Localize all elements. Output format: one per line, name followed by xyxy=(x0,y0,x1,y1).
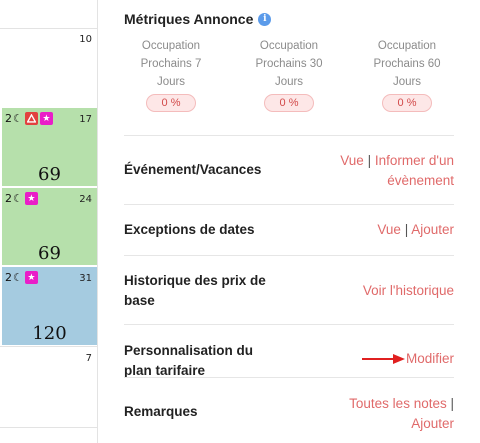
metric-label: Jours xyxy=(156,76,186,88)
metric-occupancy-7: Occupation Prochains 7 Jours 0 % xyxy=(121,37,221,112)
personalization-edit-link[interactable]: Modifier xyxy=(405,351,454,366)
metrics-title-text: Métriques Annonce xyxy=(124,11,254,27)
link-separator: | xyxy=(450,396,454,411)
calendar-day-cell[interactable]: 2 ☾ ★ 24 69 xyxy=(2,188,97,265)
metric-value-badge: 0 % xyxy=(146,94,196,112)
history-link[interactable]: Voir l'historique xyxy=(362,283,454,298)
metric-label: Occupation xyxy=(377,40,437,52)
metric-label: Occupation xyxy=(141,40,201,52)
history-label-line: Historique des prix de xyxy=(124,273,266,288)
day-price: 69 xyxy=(38,164,61,185)
calendar-divider xyxy=(0,346,98,347)
metric-label: Prochains 60 xyxy=(373,58,441,70)
history-label-line: base xyxy=(124,293,155,308)
divider xyxy=(124,204,454,205)
events-inform-link[interactable]: Informer d'un xyxy=(374,153,454,168)
calendar-column: 10 2 ☾ ★ 17 69 2 ☾ ★ 24 69 2 ☾ ★ 31 120 xyxy=(0,0,98,443)
calendar-day-cell[interactable]: 2 ☾ ★ 17 69 xyxy=(2,108,97,186)
metric-value-badge: 0 % xyxy=(382,94,432,112)
cell-icons: 2 ☾ ★ xyxy=(5,192,38,205)
calendar-divider xyxy=(0,427,98,428)
exceptions-add-link[interactable]: Ajouter xyxy=(411,222,454,237)
divider xyxy=(124,135,454,136)
exceptions-links: Vue | Ajouter xyxy=(377,220,454,240)
calendar-day-cell[interactable]: 2 ☾ ★ 31 120 xyxy=(2,267,97,345)
personalization-label-line: Personnalisation du xyxy=(124,343,254,358)
notes-add-link[interactable]: Ajouter xyxy=(411,416,454,431)
cell-icons: 2 ☾ ★ xyxy=(5,271,38,284)
star-icon: ★ xyxy=(24,192,38,205)
moon-icon: ☾ xyxy=(13,272,23,284)
day-number: 10 xyxy=(79,34,92,45)
personalization-label-line: plan tarifaire xyxy=(124,363,206,378)
day-price: 69 xyxy=(38,243,61,264)
arrow-icon xyxy=(362,354,405,364)
metric-occupancy-60: Occupation Prochains 60 Jours 0 % xyxy=(357,37,457,112)
notes-all-link[interactable]: Toutes les notes xyxy=(349,396,447,411)
day-number: 24 xyxy=(79,194,92,205)
star-icon: ★ xyxy=(39,112,53,125)
divider xyxy=(124,324,454,325)
calendar-day-cell[interactable]: 7 xyxy=(2,347,97,427)
metric-label: Occupation xyxy=(259,40,319,52)
moon-icon: ☾ xyxy=(13,193,23,205)
personalization-label: Personnalisation du plan tarifaire xyxy=(124,341,253,381)
metric-value-badge: 0 % xyxy=(264,94,314,112)
day-number: 17 xyxy=(79,114,92,125)
divider xyxy=(124,255,454,256)
nights-count: 2 xyxy=(5,271,12,284)
nights-count: 2 xyxy=(5,192,12,205)
info-icon[interactable]: i xyxy=(258,12,272,26)
divider xyxy=(124,377,454,378)
link-separator: | xyxy=(367,153,372,168)
events-inform-link-cont[interactable]: évènement xyxy=(387,173,454,188)
metric-occupancy-30: Occupation Prochains 30 Jours 0 % xyxy=(239,37,339,112)
day-number: 7 xyxy=(85,353,92,364)
star-icon: ★ xyxy=(24,271,38,284)
notes-label: Remarques xyxy=(124,404,198,419)
metric-label: Prochains 7 xyxy=(140,58,202,70)
history-label: Historique des prix de base xyxy=(124,271,266,311)
moon-icon: ☾ xyxy=(13,113,23,125)
warning-icon xyxy=(24,112,38,125)
metrics-title: Métriques Annonce i xyxy=(124,11,272,27)
metric-label: Prochains 30 xyxy=(255,58,323,70)
events-view-link[interactable]: Vue xyxy=(340,153,364,168)
metric-label: Jours xyxy=(392,76,422,88)
metric-label: Jours xyxy=(274,76,304,88)
exceptions-view-link[interactable]: Vue xyxy=(377,222,401,237)
cell-icons: 2 ☾ ★ xyxy=(5,112,53,125)
notes-links: Toutes les notes | Ajouter xyxy=(349,394,454,434)
events-links: Vue | Informer d'un évènement xyxy=(340,151,454,191)
day-price: 120 xyxy=(32,323,67,344)
exceptions-label: Exceptions de dates xyxy=(124,222,255,237)
calendar-divider xyxy=(0,28,98,29)
nights-count: 2 xyxy=(5,112,12,125)
day-number: 31 xyxy=(79,273,92,284)
events-label: Événement/Vacances xyxy=(124,162,262,177)
calendar-day-cell[interactable]: 10 xyxy=(2,28,97,107)
link-separator: | xyxy=(404,222,409,237)
